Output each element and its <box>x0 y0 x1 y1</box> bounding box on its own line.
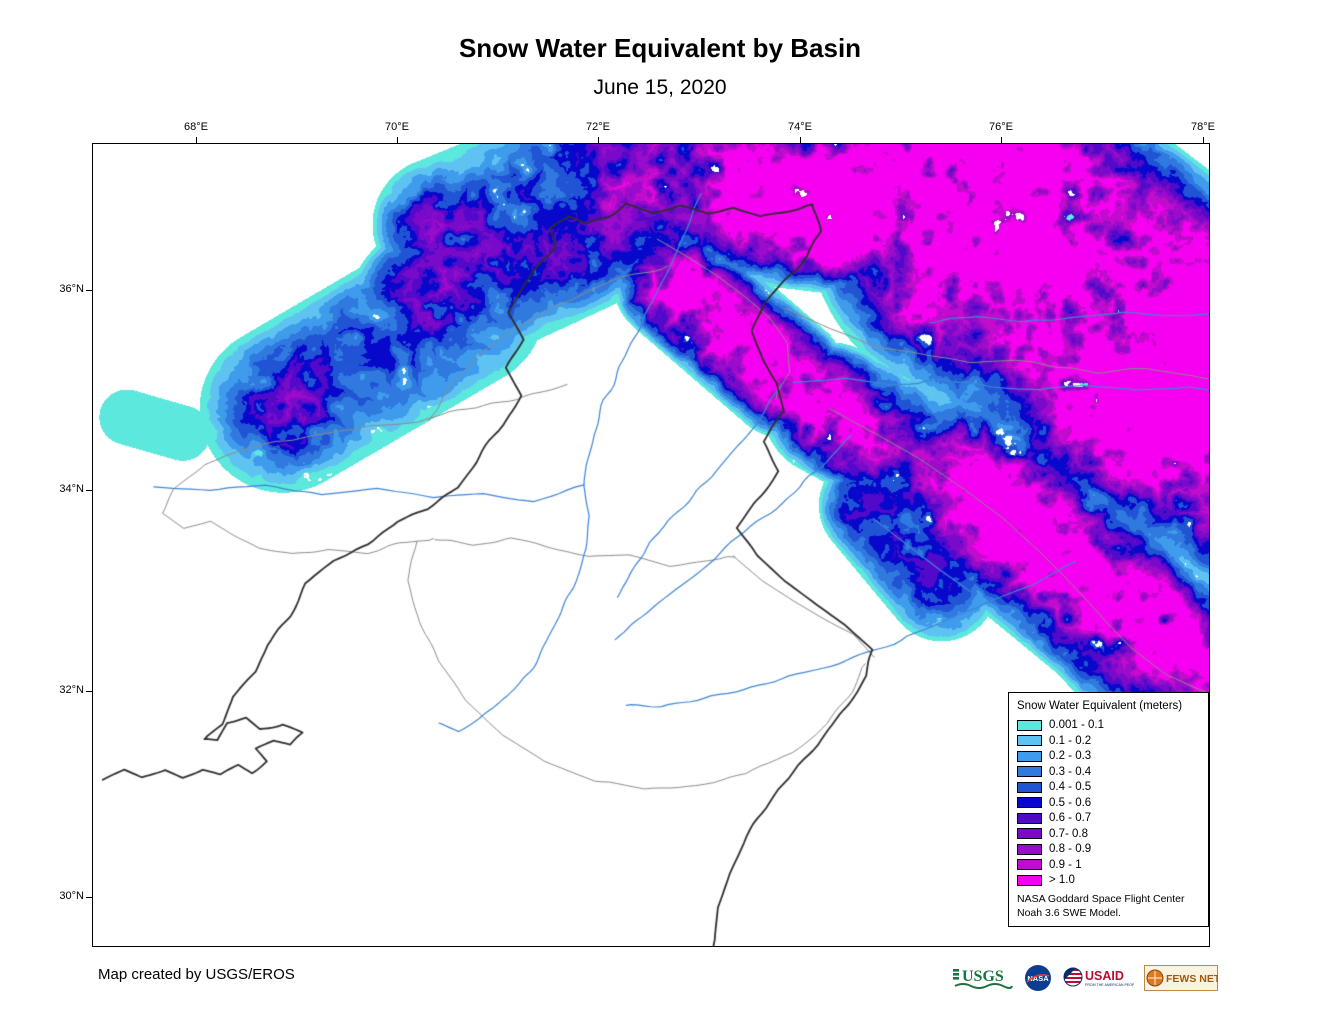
legend-entry: 0.3 - 0.4 <box>1017 766 1200 778</box>
lon-tick <box>397 137 398 143</box>
legend-entry: > 1.0 <box>1017 874 1200 886</box>
legend-entry: 0.5 - 0.6 <box>1017 797 1200 809</box>
lon-label: 68°E <box>184 121 208 133</box>
legend-source-line2: Noah 3.6 SWE Model. <box>1017 906 1121 919</box>
legend-source-line1: NASA Goddard Space Flight Center <box>1017 893 1185 905</box>
map-subtitle: June 15, 2020 <box>593 76 727 99</box>
legend-label: 0.9 - 1 <box>1049 858 1082 871</box>
lon-label: 72°E <box>586 121 610 133</box>
legend-swatch <box>1017 874 1042 886</box>
lon-tick <box>1001 137 1002 143</box>
legend-entry: 0.7- 0.8 <box>1017 828 1200 840</box>
fewsnet-logo-text: FEWS NET <box>1166 973 1218 985</box>
usgs-logo: USGS <box>953 968 1013 989</box>
legend-entry: 0.8 - 0.9 <box>1017 843 1200 855</box>
legend-label: 0.8 - 0.9 <box>1049 843 1092 855</box>
legend-swatch <box>1017 828 1042 839</box>
legend-swatch <box>1017 750 1042 762</box>
lat-tick <box>86 897 92 898</box>
legend-entry: 0.001 - 0.1 <box>1017 719 1200 731</box>
legend-entry: 0.9 - 1 <box>1017 859 1200 871</box>
lon-label: 74°E <box>788 121 812 133</box>
legend-title: Snow Water Equivalent (meters) <box>1017 700 1183 712</box>
legend-swatch <box>1017 859 1042 870</box>
legend-swatch <box>1017 766 1042 777</box>
legend-swatch <box>1017 719 1042 731</box>
map-frame: Snow Water Equivalent (meters) 0.001 - 0… <box>92 143 1210 947</box>
lon-tick <box>1203 137 1204 143</box>
credit-text: Map created by USGS/EROS <box>98 966 295 983</box>
legend-entry: 0.4 - 0.5 <box>1017 781 1200 793</box>
legend-swatch <box>1017 781 1042 793</box>
legend-label: 0.7- 0.8 <box>1049 827 1088 840</box>
logos-row: USGS NASA USAID FROM THE AMERICAN PEOPLE <box>952 964 1218 992</box>
usaid-logo-tagline: FROM THE AMERICAN PEOPLE <box>1085 983 1134 987</box>
legend-label: 0.6 - 0.7 <box>1049 812 1092 824</box>
nasa-logo-text: NASA <box>1027 974 1049 983</box>
lat-tick <box>86 290 92 291</box>
usaid-logo: USAID FROM THE AMERICAN PEOPLE <box>1063 967 1134 987</box>
lat-tick <box>86 490 92 491</box>
lon-tick <box>800 137 801 143</box>
legend-entries: 0.001 - 0.1 0.1 - 0.2 0.2 - 0.3 0.3 - 0.4 0.… <box>1017 719 1200 886</box>
fewsnet-logo: FEWS NET <box>1144 965 1218 991</box>
legend-swatch <box>1017 797 1042 808</box>
lat-tick <box>86 691 92 692</box>
lon-tick <box>598 137 599 143</box>
legend-label: 0.001 - 0.1 <box>1049 719 1104 731</box>
map-title: Snow Water Equivalent by Basin <box>458 33 862 63</box>
legend-swatch <box>1017 812 1042 824</box>
legend-label: 0.3 - 0.4 <box>1049 765 1092 778</box>
legend-label: 0.1 - 0.2 <box>1049 734 1092 747</box>
legend-label: > 1.0 <box>1049 874 1075 886</box>
legend-entry: 0.1 - 0.2 <box>1017 735 1200 747</box>
lat-label: 30°N <box>59 890 84 902</box>
legend-label: 0.5 - 0.6 <box>1049 796 1092 809</box>
legend: Snow Water Equivalent (meters) 0.001 - 0… <box>1008 692 1209 928</box>
lat-label: 36°N <box>59 283 84 295</box>
legend-label: 0.2 - 0.3 <box>1049 750 1092 762</box>
usaid-logo-text: USAID <box>1085 969 1124 983</box>
lat-label: 32°N <box>59 684 84 696</box>
nasa-logo: NASA <box>1025 965 1051 991</box>
usgs-logo-text: USGS <box>962 968 1004 985</box>
legend-label: 0.4 - 0.5 <box>1049 781 1092 793</box>
lon-label: 78°E <box>1191 121 1215 133</box>
lat-label: 34°N <box>59 483 84 495</box>
legend-swatch <box>1017 735 1042 746</box>
legend-entry: 0.6 - 0.7 <box>1017 812 1200 824</box>
legend-swatch <box>1017 843 1042 855</box>
legend-entry: 0.2 - 0.3 <box>1017 750 1200 762</box>
lon-label: 76°E <box>989 121 1013 133</box>
lon-tick <box>196 137 197 143</box>
lon-label: 70°E <box>385 121 409 133</box>
